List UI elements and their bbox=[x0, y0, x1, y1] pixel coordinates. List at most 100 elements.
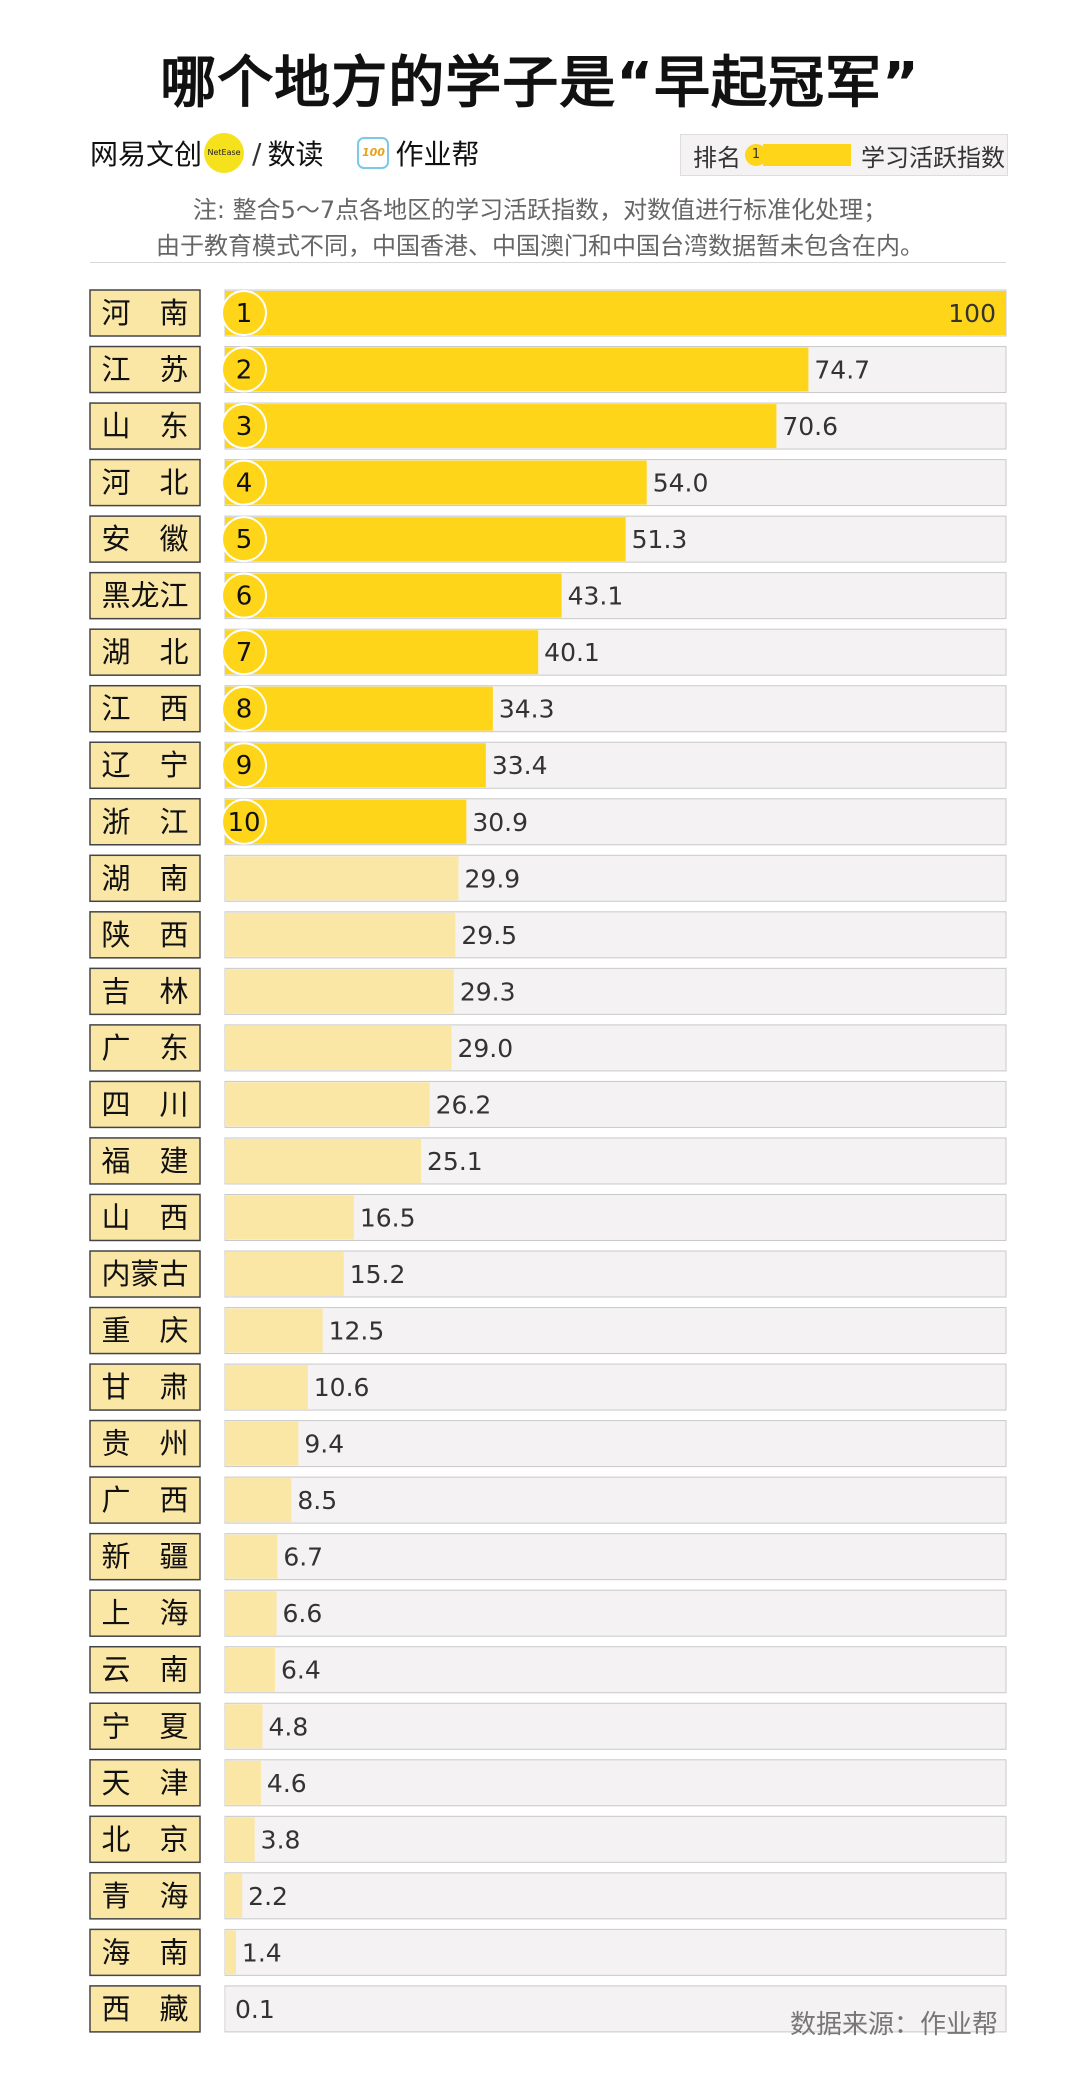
value-label: 29.0 bbox=[457, 1034, 513, 1063]
bar-track bbox=[224, 1702, 1007, 1750]
region-label: 四 川 bbox=[101, 1087, 188, 1121]
region-label: 山 东 bbox=[101, 409, 188, 443]
bar-track bbox=[224, 1589, 1007, 1637]
value-label: 30.9 bbox=[472, 808, 528, 837]
region-label: 吉 林 bbox=[101, 974, 188, 1008]
region-label-box bbox=[89, 1645, 201, 1694]
region-label-box bbox=[89, 1419, 201, 1468]
value-label: 34.3 bbox=[499, 695, 555, 724]
region-label-box bbox=[89, 1759, 201, 1807]
value-label: 100 bbox=[948, 299, 996, 328]
bar-track bbox=[224, 1533, 1007, 1581]
bar bbox=[225, 1195, 354, 1240]
region-label: 重 庆 bbox=[101, 1314, 188, 1348]
rank-badge bbox=[221, 346, 267, 393]
brand-separator: / bbox=[252, 136, 262, 170]
region-label-box bbox=[89, 684, 201, 733]
bar bbox=[225, 1082, 430, 1127]
value-label: 51.3 bbox=[632, 525, 688, 554]
region-label: 青 海 bbox=[101, 1879, 188, 1913]
region-label: 宁 夏 bbox=[101, 1709, 188, 1743]
bar bbox=[225, 743, 486, 788]
region-label: 江 西 bbox=[101, 692, 188, 726]
value-label: 4.8 bbox=[268, 1712, 308, 1741]
rank-number: 4 bbox=[236, 469, 253, 499]
region-label: 海 南 bbox=[101, 1935, 188, 1969]
value-label: 29.3 bbox=[460, 977, 516, 1006]
value-label: 10.6 bbox=[314, 1373, 370, 1402]
value-label: 8.5 bbox=[297, 1486, 337, 1515]
bar bbox=[225, 1534, 278, 1579]
value-label: 43.1 bbox=[568, 582, 624, 611]
value-label: 54.0 bbox=[653, 469, 709, 498]
region-label-box bbox=[89, 289, 201, 337]
value-label: 3.8 bbox=[261, 1825, 301, 1854]
rank-number: 7 bbox=[236, 638, 253, 668]
bar-track bbox=[224, 1250, 1007, 1298]
bar bbox=[225, 1252, 344, 1297]
bar bbox=[225, 1817, 255, 1862]
bar bbox=[225, 1138, 422, 1183]
rank-badge bbox=[221, 798, 267, 845]
bar bbox=[225, 347, 809, 392]
bar bbox=[225, 460, 647, 505]
bar bbox=[225, 1308, 323, 1353]
region-label-box bbox=[89, 1589, 201, 1637]
region-label: 天 津 bbox=[101, 1766, 188, 1800]
bar-track bbox=[224, 1193, 1007, 1241]
value-label: 6.7 bbox=[283, 1543, 323, 1572]
header-divider bbox=[90, 262, 1006, 263]
bar bbox=[225, 291, 1006, 335]
region-label: 内蒙古 bbox=[101, 1257, 188, 1291]
value-label: 4.6 bbox=[267, 1769, 307, 1798]
value-label: 6.6 bbox=[283, 1599, 323, 1628]
legend-index-label: 学习活跃指数 bbox=[861, 143, 1005, 172]
region-label-box bbox=[89, 854, 201, 903]
value-label: 40.1 bbox=[544, 638, 600, 667]
region-label-box bbox=[89, 1532, 201, 1581]
netease-logo-text: 网易文创 bbox=[90, 138, 203, 171]
bar-track bbox=[224, 1928, 1007, 1976]
region-label-box bbox=[89, 1872, 201, 1920]
data-source: 数据来源：作业帮 bbox=[789, 2010, 998, 2040]
region-label-box bbox=[89, 1928, 201, 1977]
bar bbox=[225, 630, 539, 675]
rank-badge bbox=[221, 459, 267, 506]
region-label-box bbox=[89, 798, 201, 846]
value-label: 70.6 bbox=[782, 412, 838, 441]
bar bbox=[225, 1025, 452, 1070]
note-line-1: 注: 整合5～7点各地区的学习活跃指数，对数值进行标准化处理； bbox=[192, 196, 888, 224]
homework-logo-icon: 100 bbox=[357, 137, 390, 169]
bar bbox=[225, 856, 459, 901]
region-label: 陕 西 bbox=[101, 918, 188, 952]
bar bbox=[225, 969, 454, 1014]
region-label-box bbox=[89, 571, 201, 620]
rank-badge bbox=[221, 685, 267, 732]
region-label-box bbox=[89, 1476, 201, 1524]
region-label: 北 京 bbox=[101, 1822, 188, 1856]
bar bbox=[225, 1478, 292, 1523]
rank-badge bbox=[221, 572, 267, 619]
value-label: 29.5 bbox=[461, 921, 517, 950]
region-label-box bbox=[89, 1702, 201, 1750]
chart-legend: 排名 1 学习活跃指数 bbox=[680, 134, 1008, 176]
region-label: 贵 州 bbox=[101, 1427, 188, 1461]
region-label-box bbox=[89, 515, 201, 563]
rank-badge bbox=[221, 629, 267, 676]
region-label-box bbox=[89, 1024, 201, 1072]
region-label: 上 海 bbox=[101, 1596, 188, 1630]
rank-badge bbox=[221, 742, 267, 789]
bar bbox=[225, 517, 626, 562]
region-label: 云 南 bbox=[101, 1653, 188, 1687]
bar-track bbox=[224, 1815, 1007, 1863]
value-label: 1.4 bbox=[242, 1938, 282, 1967]
region-label-box bbox=[89, 741, 201, 789]
region-label-box bbox=[89, 402, 201, 450]
bar-track bbox=[224, 1476, 1007, 1524]
bar bbox=[225, 1986, 226, 2031]
brand-logos: 网易文创 NetEase / 数读 100 作业帮 bbox=[90, 128, 479, 178]
value-label: 25.1 bbox=[427, 1147, 483, 1176]
rank-number: 1 bbox=[236, 299, 253, 329]
bar-track bbox=[224, 1985, 1007, 2033]
bar-track bbox=[224, 1420, 1007, 1468]
